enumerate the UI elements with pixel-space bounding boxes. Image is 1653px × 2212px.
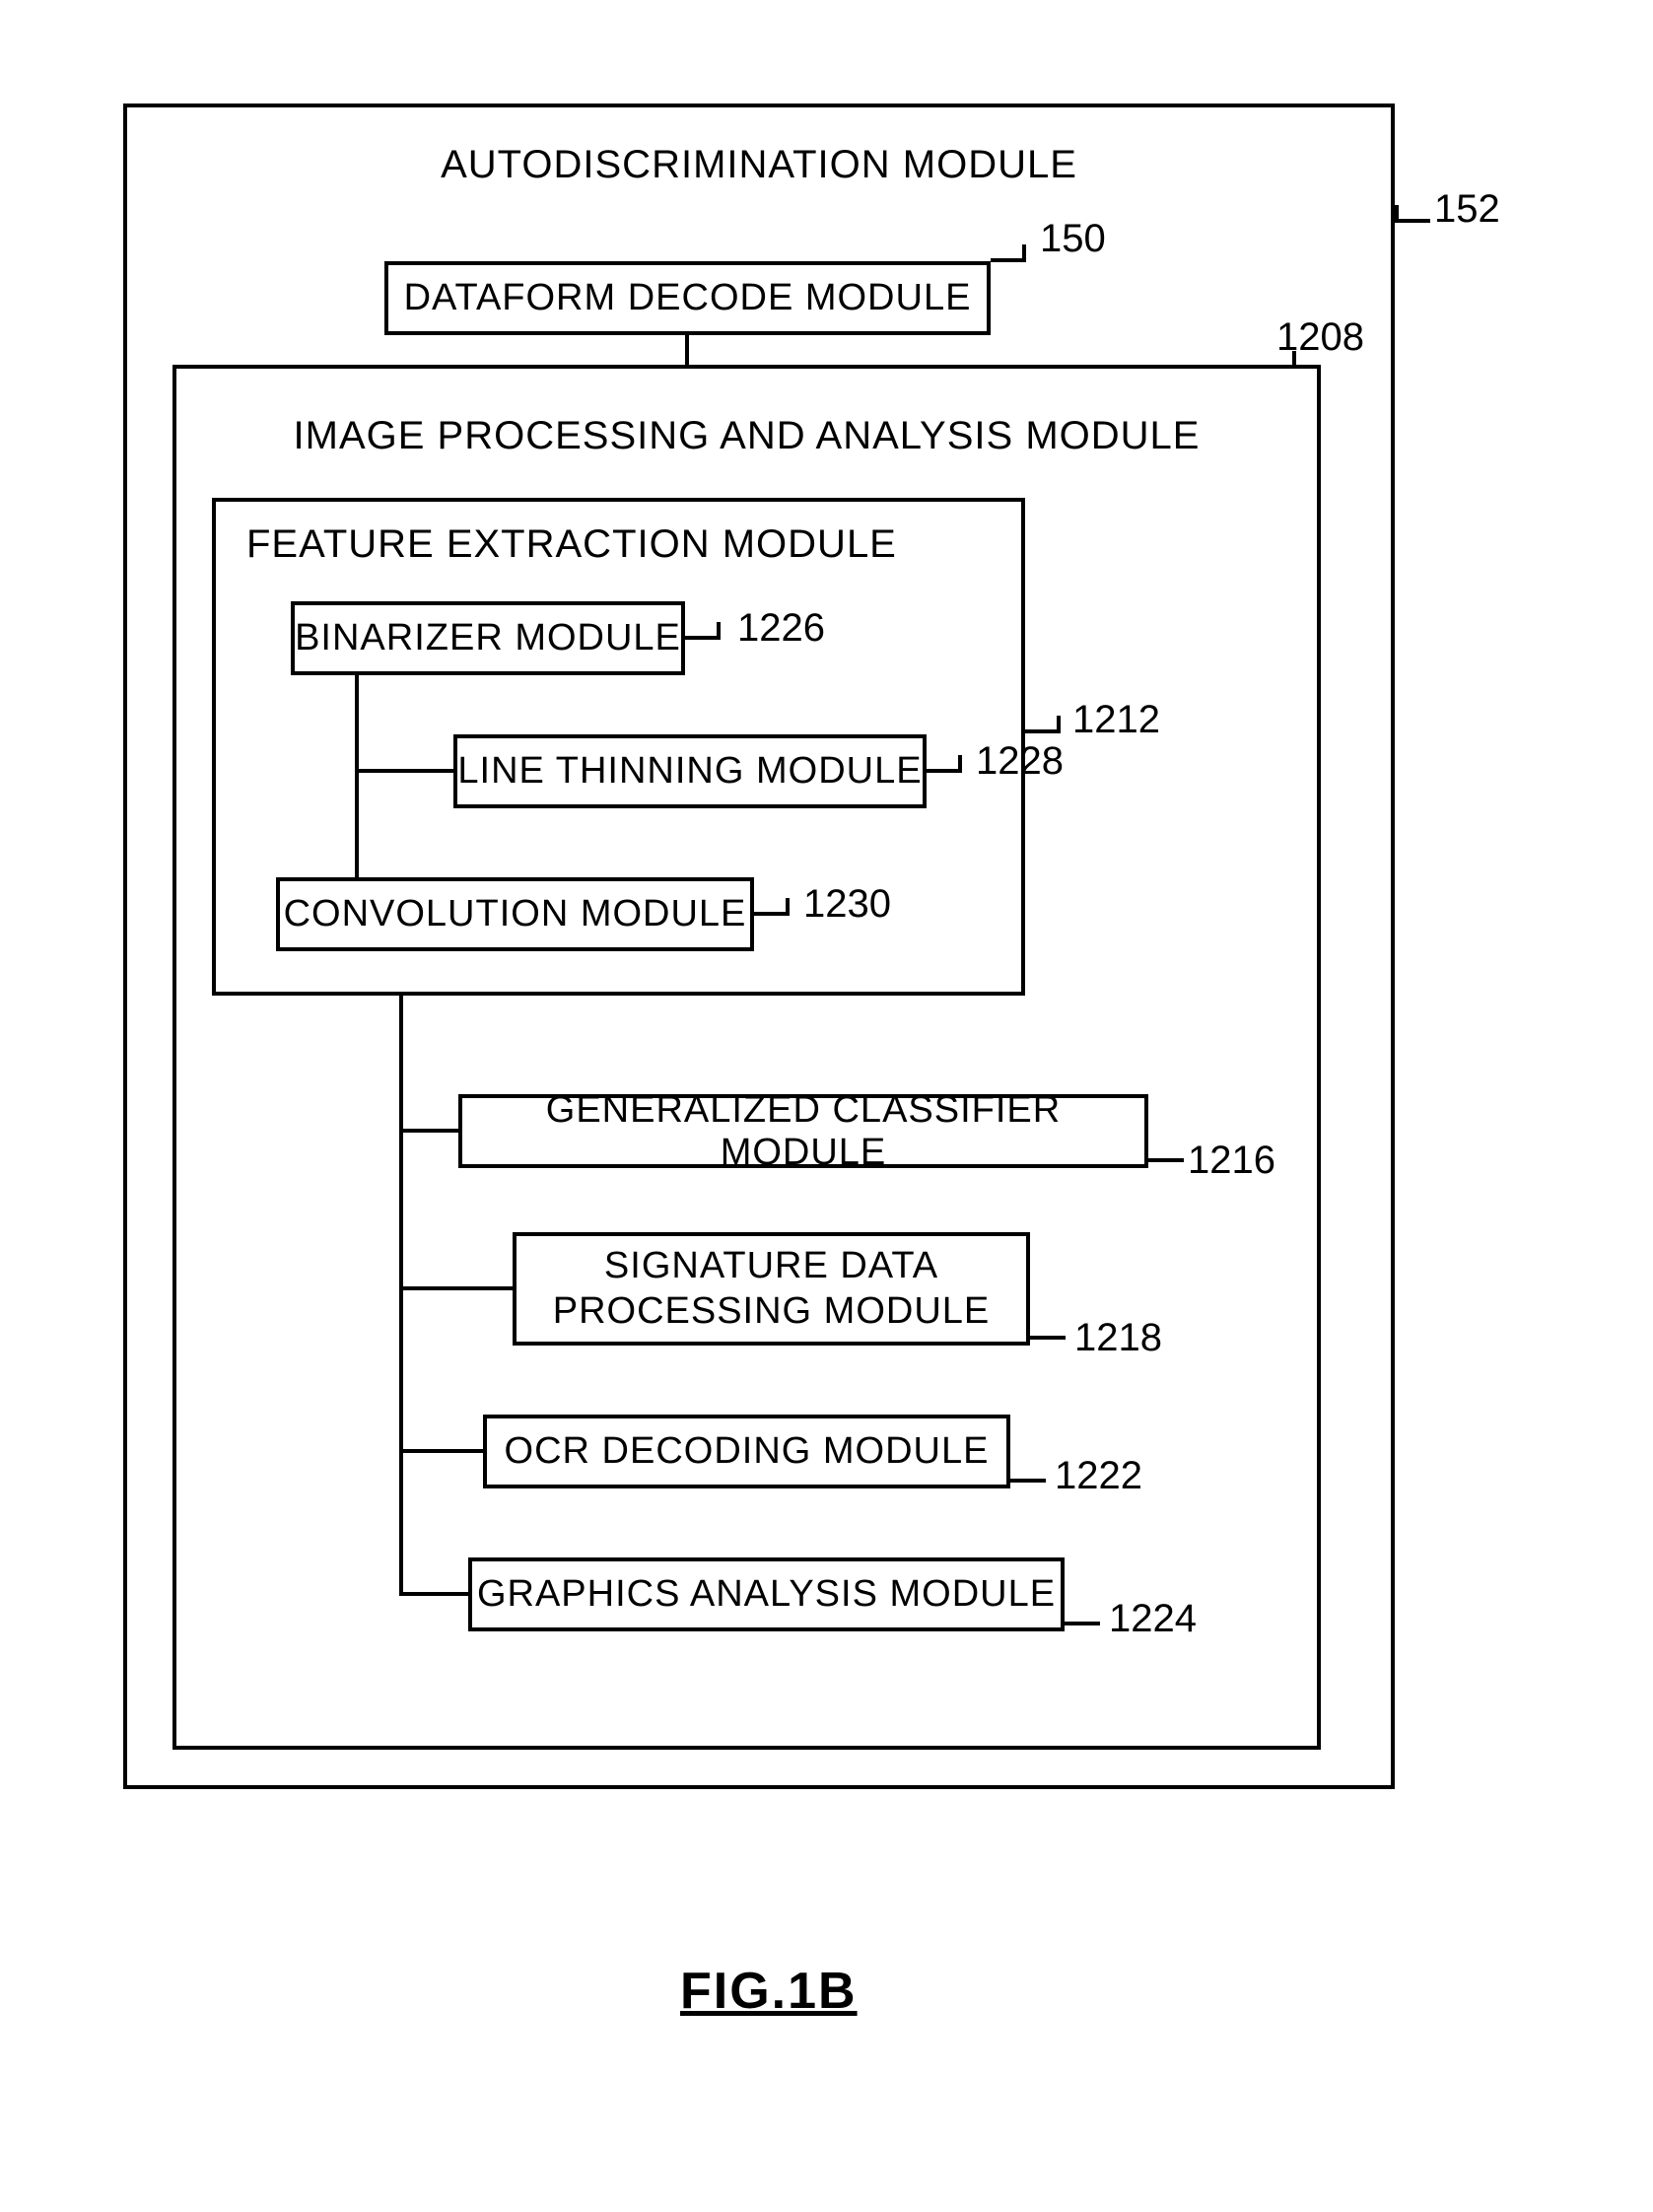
ref-label-150: 150 [1040,217,1106,261]
box-generalized-classifier-label: GENERALIZED CLASSIFIER MODULE [462,1089,1144,1174]
box-generalized-classifier: GENERALIZED CLASSIFIER MODULE [458,1094,1148,1168]
ref-label-1222: 1222 [1055,1454,1142,1498]
branch-gen-classifier [399,1129,458,1133]
leader-1218 [1030,1336,1066,1340]
box-binarizer-label: BINARIZER MODULE [295,617,681,659]
branch-graphics [399,1592,468,1596]
box-convolution: CONVOLUTION MODULE [276,877,754,951]
ref-label-1212: 1212 [1072,698,1160,742]
ref-label-152: 152 [1434,187,1500,232]
branch-signature [399,1286,513,1290]
diagram-canvas: AUTODISCRIMINATION MODULE 152 DATAFORM D… [0,0,1653,2212]
box-signature-data: SIGNATURE DATA PROCESSING MODULE [513,1232,1030,1346]
trunk-fem [399,996,403,1595]
box-binarizer: BINARIZER MODULE [291,601,685,675]
box-convolution-label: CONVOLUTION MODULE [284,893,747,935]
box-ocr-decoding-label: OCR DECODING MODULE [505,1430,990,1473]
leader-1212-hook [1057,716,1061,733]
box-graphics-analysis: GRAPHICS ANALYSIS MODULE [468,1557,1065,1631]
ref-label-1216: 1216 [1188,1139,1275,1183]
box-ocr-decoding: OCR DECODING MODULE [483,1415,1010,1488]
leader-1212 [1025,729,1061,733]
title-autodiscrimination: AUTODISCRIMINATION MODULE [123,143,1395,187]
leader-150-hook [1022,244,1026,262]
leader-1224 [1065,1622,1100,1625]
leader-1230 [754,912,790,916]
leader-152 [1395,219,1430,223]
figure-caption: FIG.1B [680,1962,858,2021]
branch-ocr [399,1449,483,1453]
ref-label-1226: 1226 [737,606,825,651]
leader-150 [991,258,1026,262]
leader-1228 [927,769,962,773]
edge-dataform-to-ipam [685,335,689,365]
leader-1222 [1010,1479,1046,1483]
title-ipam: IMAGE PROCESSING AND ANALYSIS MODULE [172,414,1321,458]
box-dataform-decode: DATAFORM DECODE MODULE [384,261,991,335]
leader-152-hook [1395,205,1399,223]
leader-1208 [1257,365,1296,369]
box-line-thinning: LINE THINNING MODULE [453,734,927,808]
leader-1216 [1148,1158,1184,1162]
title-fem: FEATURE EXTRACTION MODULE [246,522,897,567]
box-signature-data-label: SIGNATURE DATA PROCESSING MODULE [553,1244,991,1334]
leader-1230-hook [786,898,790,916]
box-graphics-analysis-label: GRAPHICS ANALYSIS MODULE [477,1573,1056,1616]
ref-label-1228: 1228 [976,739,1064,784]
leader-1226 [685,636,721,640]
ref-label-1224: 1224 [1109,1597,1197,1641]
leader-1228-hook [958,755,962,773]
leader-1226-hook [717,622,721,640]
box-dataform-decode-label: DATAFORM DECODE MODULE [404,277,972,319]
ref-label-1230: 1230 [803,882,891,927]
box-line-thinning-label: LINE THINNING MODULE [457,750,922,793]
ref-label-1218: 1218 [1074,1316,1162,1360]
branch-linethinning [355,769,453,773]
ref-label-1208: 1208 [1276,315,1364,360]
